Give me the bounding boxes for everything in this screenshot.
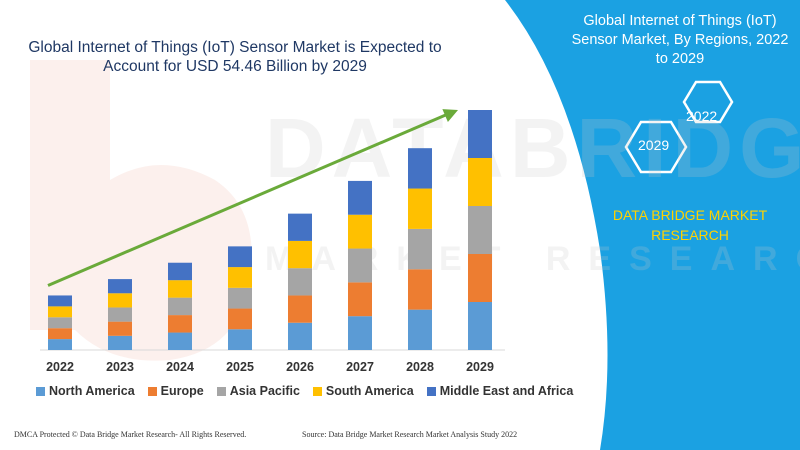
x-tick-label-2029: 2029 — [466, 360, 494, 374]
bar-segment-2027-north-america — [348, 316, 372, 350]
bar-segment-2024-europe — [168, 315, 192, 333]
x-tick-label-2028: 2028 — [406, 360, 434, 374]
bar-segment-2025-south-america — [228, 267, 252, 288]
x-tick-label-2027: 2027 — [346, 360, 374, 374]
legend-label: Europe — [160, 384, 204, 398]
hexagon-2029-label: 2029 — [638, 137, 670, 153]
legend-item-north-america: North America — [36, 384, 135, 398]
bar-segment-2022-middle-east-and-africa — [48, 295, 72, 307]
bar-segment-2024-asia-pacific — [168, 297, 192, 316]
bar-segment-2026-south-america — [288, 240, 312, 269]
bar-segment-2025-asia-pacific — [228, 287, 252, 309]
bar-segment-2022-europe — [48, 328, 72, 340]
bar-segment-2027-asia-pacific — [348, 248, 372, 283]
legend-item-middle-east-and-africa: Middle East and Africa — [426, 384, 574, 398]
bar-segment-2023-middle-east-and-africa — [108, 279, 132, 294]
bar-segment-2023-asia-pacific — [108, 307, 132, 322]
bar-segment-2027-europe — [348, 282, 372, 317]
bar-segment-2029-europe — [468, 254, 492, 302]
bar-segment-2023-south-america — [108, 293, 132, 308]
trend-arrow-head — [442, 109, 458, 122]
legend-label: South America — [325, 384, 414, 398]
legend-item-europe: Europe — [147, 384, 204, 398]
legend-swatch — [147, 386, 157, 396]
bar-segment-2027-middle-east-and-africa — [348, 180, 372, 215]
bar-segment-2027-south-america — [348, 214, 372, 249]
x-tick-label-2022: 2022 — [46, 360, 74, 374]
chart-title: Global Internet of Things (IoT) Sensor M… — [28, 39, 442, 75]
bar-segment-2028-asia-pacific — [408, 228, 432, 270]
legend: North America Europe Asia Pacific South Ame… — [36, 384, 586, 398]
bar-segment-2029-north-america — [468, 302, 492, 350]
bar-segment-2029-south-america — [468, 158, 492, 206]
copyright-notice: DMCA Protected © Data Bridge Market Rese… — [14, 430, 247, 439]
source-note: Source: Data Bridge Market Research Mark… — [302, 430, 518, 439]
bar-segment-2028-europe — [408, 269, 432, 310]
bar-segment-2029-asia-pacific — [468, 206, 492, 254]
legend-label: North America — [49, 384, 135, 398]
bar-segment-2026-north-america — [288, 322, 312, 350]
bar-segment-2025-europe — [228, 308, 252, 330]
legend-swatch — [426, 386, 436, 396]
x-tick-label-2026: 2026 — [286, 360, 314, 374]
bar-segment-2024-middle-east-and-africa — [168, 262, 192, 281]
hexagon-2022 — [682, 80, 734, 124]
bar-segment-2026-middle-east-and-africa — [288, 213, 312, 241]
legend-item-asia-pacific: Asia Pacific — [216, 384, 300, 398]
bar-segment-2024-north-america — [168, 332, 192, 350]
bar-segment-2023-north-america — [108, 335, 132, 350]
bar-segment-2022-south-america — [48, 306, 72, 318]
hexagon-2029 — [624, 120, 688, 174]
bar-segment-2025-middle-east-and-africa — [228, 246, 252, 268]
hexagon-2022-label: 2022 — [686, 108, 718, 124]
bar-segment-2026-europe — [288, 295, 312, 323]
side-panel-title: Global Internet of Things (IoT) Sensor M… — [571, 13, 789, 67]
legend-swatch — [312, 386, 322, 396]
bar-segment-2022-north-america — [48, 339, 72, 350]
bar-segment-2028-south-america — [408, 188, 432, 229]
bar-segment-2026-asia-pacific — [288, 268, 312, 296]
x-tick-label-2025: 2025 — [226, 360, 254, 374]
bar-segment-2024-south-america — [168, 280, 192, 298]
bar-segment-2029-middle-east-and-africa — [468, 110, 492, 158]
bar-segment-2023-europe — [108, 321, 132, 336]
watermark-logo — [30, 60, 252, 361]
legend-label: Middle East and Africa — [439, 384, 574, 398]
bar-segment-2022-asia-pacific — [48, 317, 72, 329]
legend-label: Asia Pacific — [229, 384, 300, 398]
trend-arrow-line — [47, 112, 449, 287]
bar-segment-2028-north-america — [408, 309, 432, 350]
legend-item-south-america: South America — [312, 384, 414, 398]
bar-segment-2028-middle-east-and-africa — [408, 148, 432, 189]
x-tick-label-2023: 2023 — [106, 360, 134, 374]
legend-swatch — [216, 386, 226, 396]
bar-segment-2025-north-america — [228, 329, 252, 350]
x-tick-label-2024: 2024 — [166, 360, 194, 374]
legend-swatch — [36, 386, 45, 396]
brand-name: DATA BRIDGE MARKET RESEARCH — [612, 207, 768, 243]
